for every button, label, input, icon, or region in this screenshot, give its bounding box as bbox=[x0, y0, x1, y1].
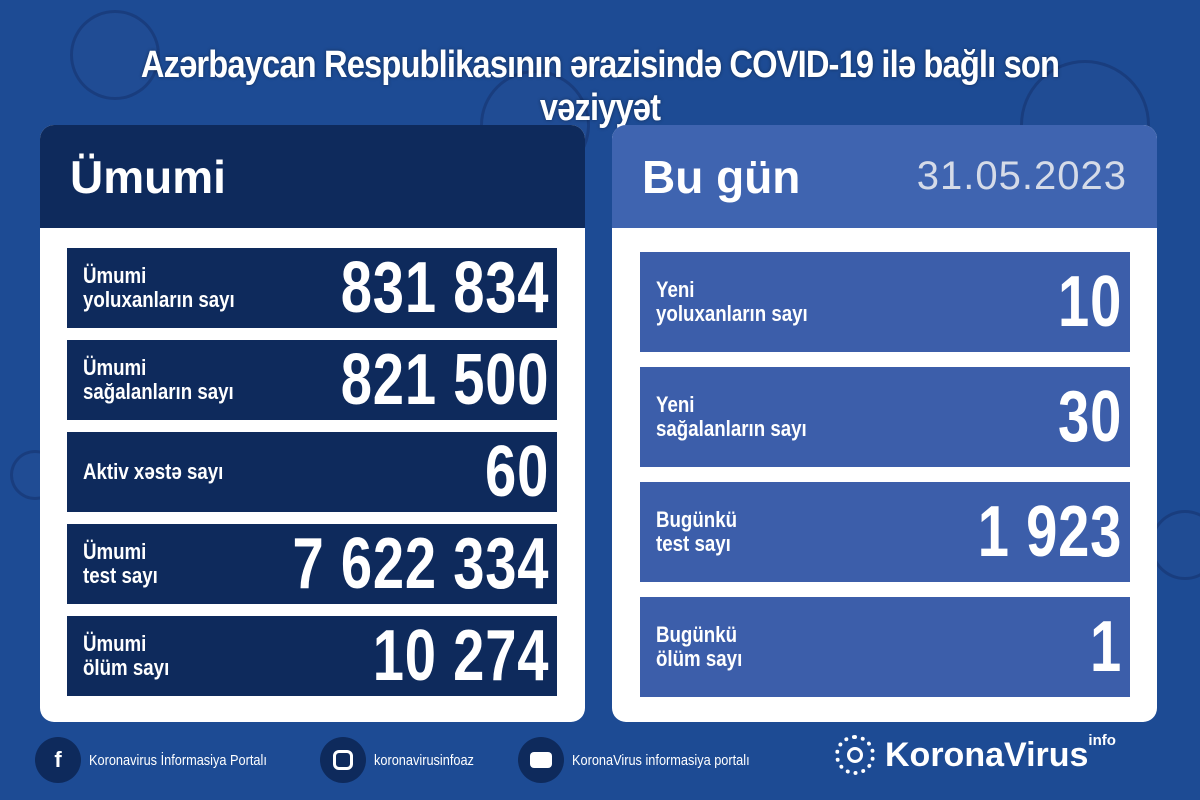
instagram-link[interactable]: koronavirusinfoaz bbox=[320, 737, 492, 783]
instagram-icon bbox=[320, 737, 366, 783]
stat-row: Yeni yoluxanların sayı 10 bbox=[640, 252, 1130, 352]
today-heading: Bu gün bbox=[642, 150, 801, 203]
stat-value: 1 bbox=[1089, 607, 1122, 687]
koronavirus-logo: KoronaVirusinfo bbox=[835, 732, 1116, 775]
facebook-icon: f bbox=[35, 737, 81, 783]
stat-label: Bugünkü ölüm sayı bbox=[656, 622, 743, 671]
stat-row: Ümumi test sayı 7 622 334 bbox=[67, 524, 557, 604]
stat-label: Ümumi test sayı bbox=[83, 539, 158, 588]
stat-value: 1 923 bbox=[977, 492, 1122, 572]
total-card: Ümumi Ümumi yoluxanların sayı 831 834 Ümumi… bbox=[40, 125, 585, 722]
virus-decoration bbox=[1150, 510, 1200, 580]
stat-row: Yeni sağalanların sayı 30 bbox=[640, 367, 1130, 467]
stat-label: Aktiv xəstə sayı bbox=[83, 459, 224, 484]
facebook-link[interactable]: f Koronavirus İnformasiya Portalı bbox=[35, 737, 298, 783]
page-title: Azərbaycan Respublikasının ərazisində CO… bbox=[140, 44, 1060, 129]
today-card: Bu gün 31.05.2023 Yeni yoluxanların sayı 10… bbox=[612, 125, 1157, 722]
stat-row: Ümumi yoluxanların sayı 831 834 bbox=[67, 248, 557, 328]
stat-label: Ümumi ölüm sayı bbox=[83, 631, 170, 680]
stat-row: Ümumi ölüm sayı 10 274 bbox=[67, 616, 557, 696]
stat-row: Bugünkü ölüm sayı 1 bbox=[640, 597, 1130, 697]
stat-row: Ümumi sağalanların sayı 821 500 bbox=[67, 340, 557, 420]
virus-decoration bbox=[70, 10, 160, 100]
stat-value: 10 274 bbox=[372, 616, 549, 696]
stat-label: Yeni sağalanların sayı bbox=[656, 392, 807, 441]
sun-icon bbox=[835, 735, 875, 775]
stat-value: 10 bbox=[1057, 262, 1122, 342]
stat-label: Bugünkü test sayı bbox=[656, 507, 738, 556]
stat-value: 821 500 bbox=[340, 340, 549, 420]
stat-label: Yeni yoluxanların sayı bbox=[656, 277, 808, 326]
total-heading: Ümumi bbox=[40, 125, 585, 228]
stat-value: 7 622 334 bbox=[292, 524, 549, 604]
youtube-link[interactable]: KoronaVirus informasiya portalı bbox=[518, 737, 781, 783]
stat-row: Aktiv xəstə sayı 60 bbox=[67, 432, 557, 512]
stat-value: 831 834 bbox=[340, 248, 549, 328]
stat-label: Ümumi yoluxanların sayı bbox=[83, 263, 235, 312]
stat-row: Bugünkü test sayı 1 923 bbox=[640, 482, 1130, 582]
stat-value: 60 bbox=[484, 432, 549, 512]
youtube-icon bbox=[518, 737, 564, 783]
date: 31.05.2023 bbox=[916, 154, 1127, 198]
stat-label: Ümumi sağalanların sayı bbox=[83, 355, 234, 404]
stat-value: 30 bbox=[1057, 377, 1122, 457]
